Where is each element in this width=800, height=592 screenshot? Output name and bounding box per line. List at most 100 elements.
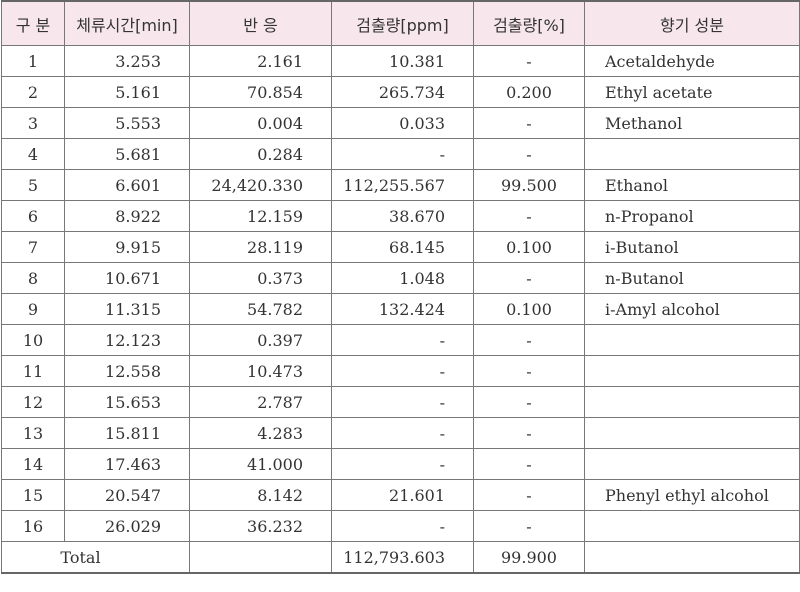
cell-amount-percent: 0.100 bbox=[473, 231, 585, 263]
cell-amount-ppm: - bbox=[331, 355, 474, 387]
cell-amount-percent: 99.500 bbox=[473, 169, 585, 201]
cell-retention-time: 5.681 bbox=[64, 138, 190, 170]
header-amount-ppm: 검출량[ppm] bbox=[331, 0, 474, 46]
cell-amount-percent: - bbox=[473, 262, 585, 294]
cell-division: 5 bbox=[1, 169, 65, 201]
cell-division: 15 bbox=[1, 479, 65, 511]
cell-amount-ppm: - bbox=[331, 386, 474, 418]
cell-response: 8.142 bbox=[189, 479, 332, 511]
cell-response: 24,420.330 bbox=[189, 169, 332, 201]
cell-retention-time: 15.653 bbox=[64, 386, 190, 418]
header-division: 구 분 bbox=[1, 0, 65, 46]
cell-division: 13 bbox=[1, 417, 65, 449]
cell-retention-time: 20.547 bbox=[64, 479, 190, 511]
cell-aroma-component: Methanol bbox=[584, 107, 800, 139]
total-response bbox=[189, 541, 332, 574]
cell-retention-time: 3.253 bbox=[64, 45, 190, 77]
cell-aroma-component: i-Amyl alcohol bbox=[584, 293, 800, 325]
cell-response: 2.787 bbox=[189, 386, 332, 418]
cell-response: 0.284 bbox=[189, 138, 332, 170]
cell-response: 12.159 bbox=[189, 200, 332, 232]
cell-response: 41.000 bbox=[189, 448, 332, 480]
cell-amount-ppm: - bbox=[331, 448, 474, 480]
total-label: Total bbox=[1, 541, 190, 574]
header-aroma-component: 향기 성분 bbox=[584, 0, 800, 46]
table-row: 7 9.915 28.119 68.145 0.100 i-Butanol bbox=[1, 231, 800, 263]
cell-division: 12 bbox=[1, 386, 65, 418]
cell-aroma-component bbox=[584, 510, 800, 542]
cell-amount-ppm: 1.048 bbox=[331, 262, 474, 294]
header-retention-time: 체류시간[min] bbox=[64, 0, 190, 46]
table-row: 5 6.601 24,420.330 112,255.567 99.500 Ethanol bbox=[1, 169, 800, 201]
cell-retention-time: 11.315 bbox=[64, 293, 190, 325]
table-row: 11 12.558 10.473- - bbox=[1, 355, 800, 387]
table-row: 13 15.811 4.283- - bbox=[1, 417, 800, 449]
cell-division: 1 bbox=[1, 45, 65, 77]
table-row: 10 12.123 0.397- - bbox=[1, 324, 800, 356]
cell-amount-percent: - bbox=[473, 107, 585, 139]
cell-response: 70.854 bbox=[189, 76, 332, 108]
cell-amount-ppm: - bbox=[331, 417, 474, 449]
cell-aroma-component bbox=[584, 324, 800, 356]
cell-response: 28.119 bbox=[189, 231, 332, 263]
cell-division: 9 bbox=[1, 293, 65, 325]
cell-division: 2 bbox=[1, 76, 65, 108]
table-row: 16 26.029 36.232- - bbox=[1, 510, 800, 542]
cell-retention-time: 8.922 bbox=[64, 200, 190, 232]
cell-amount-percent: - bbox=[473, 386, 585, 418]
cell-amount-percent: 0.100 bbox=[473, 293, 585, 325]
cell-response: 10.473 bbox=[189, 355, 332, 387]
total-aroma-component bbox=[584, 541, 800, 574]
cell-amount-ppm: 10.381 bbox=[331, 45, 474, 77]
cell-amount-ppm: 112,255.567 bbox=[331, 169, 474, 201]
table-row: 12 15.653 2.787- - bbox=[1, 386, 800, 418]
table-row: 9 11.315 54.782 132.424 0.100 i-Amyl alcohol bbox=[1, 293, 800, 325]
total-amount-percent: 99.900 bbox=[473, 541, 585, 574]
table-row: 1 3.253 2.161 10.381- Acetaldehyde bbox=[1, 45, 800, 77]
cell-division: 4 bbox=[1, 138, 65, 170]
table-row: 3 5.553 0.004 0.033- Methanol bbox=[1, 107, 800, 139]
cell-amount-ppm: 132.424 bbox=[331, 293, 474, 325]
cell-amount-ppm: - bbox=[331, 510, 474, 542]
table-row: 14 17.463 41.000- - bbox=[1, 448, 800, 480]
table-body: 1 3.253 2.161 10.381- Acetaldehyde 2 5.161 70.8… bbox=[1, 45, 800, 574]
cell-amount-percent: - bbox=[473, 417, 585, 449]
cell-amount-percent: - bbox=[473, 45, 585, 77]
cell-aroma-component: n-Propanol bbox=[584, 200, 800, 232]
cell-response: 4.283 bbox=[189, 417, 332, 449]
aroma-component-table: 구 분 체류시간[min] 반 응 검출량[ppm] 검출량[%] 향기 성분 … bbox=[1, 0, 800, 574]
cell-amount-percent: - bbox=[473, 479, 585, 511]
cell-response: 36.232 bbox=[189, 510, 332, 542]
cell-amount-percent: - bbox=[473, 324, 585, 356]
header-amount-percent: 검출량[%] bbox=[473, 0, 585, 46]
cell-amount-ppm: 265.734 bbox=[331, 76, 474, 108]
cell-retention-time: 9.915 bbox=[64, 231, 190, 263]
cell-amount-ppm: - bbox=[331, 324, 474, 356]
cell-retention-time: 12.123 bbox=[64, 324, 190, 356]
cell-aroma-component: Phenyl ethyl alcohol bbox=[584, 479, 800, 511]
cell-amount-ppm: - bbox=[331, 138, 474, 170]
table-row: 15 20.547 8.142 21.601- Phenyl ethyl alcohol bbox=[1, 479, 800, 511]
cell-aroma-component: Ethyl acetate bbox=[584, 76, 800, 108]
cell-division: 6 bbox=[1, 200, 65, 232]
cell-aroma-component: i-Butanol bbox=[584, 231, 800, 263]
cell-retention-time: 5.553 bbox=[64, 107, 190, 139]
cell-amount-ppm: 38.670 bbox=[331, 200, 474, 232]
table-header: 구 분 체류시간[min] 반 응 검출량[ppm] 검출량[%] 향기 성분 bbox=[1, 0, 800, 46]
cell-amount-percent: - bbox=[473, 510, 585, 542]
total-amount-ppm: 112,793.603 bbox=[331, 541, 474, 574]
cell-division: 11 bbox=[1, 355, 65, 387]
cell-aroma-component bbox=[584, 417, 800, 449]
header-row: 구 분 체류시간[min] 반 응 검출량[ppm] 검출량[%] 향기 성분 bbox=[1, 0, 800, 46]
cell-amount-ppm: 68.145 bbox=[331, 231, 474, 263]
cell-retention-time: 5.161 bbox=[64, 76, 190, 108]
cell-retention-time: 6.601 bbox=[64, 169, 190, 201]
cell-division: 8 bbox=[1, 262, 65, 294]
cell-response: 54.782 bbox=[189, 293, 332, 325]
cell-aroma-component: Acetaldehyde bbox=[584, 45, 800, 77]
cell-retention-time: 15.811 bbox=[64, 417, 190, 449]
cell-division: 10 bbox=[1, 324, 65, 356]
cell-aroma-component bbox=[584, 138, 800, 170]
table-row: 8 10.671 0.373 1.048- n-Butanol bbox=[1, 262, 800, 294]
table-row: 6 8.922 12.159 38.670- n-Propanol bbox=[1, 200, 800, 232]
